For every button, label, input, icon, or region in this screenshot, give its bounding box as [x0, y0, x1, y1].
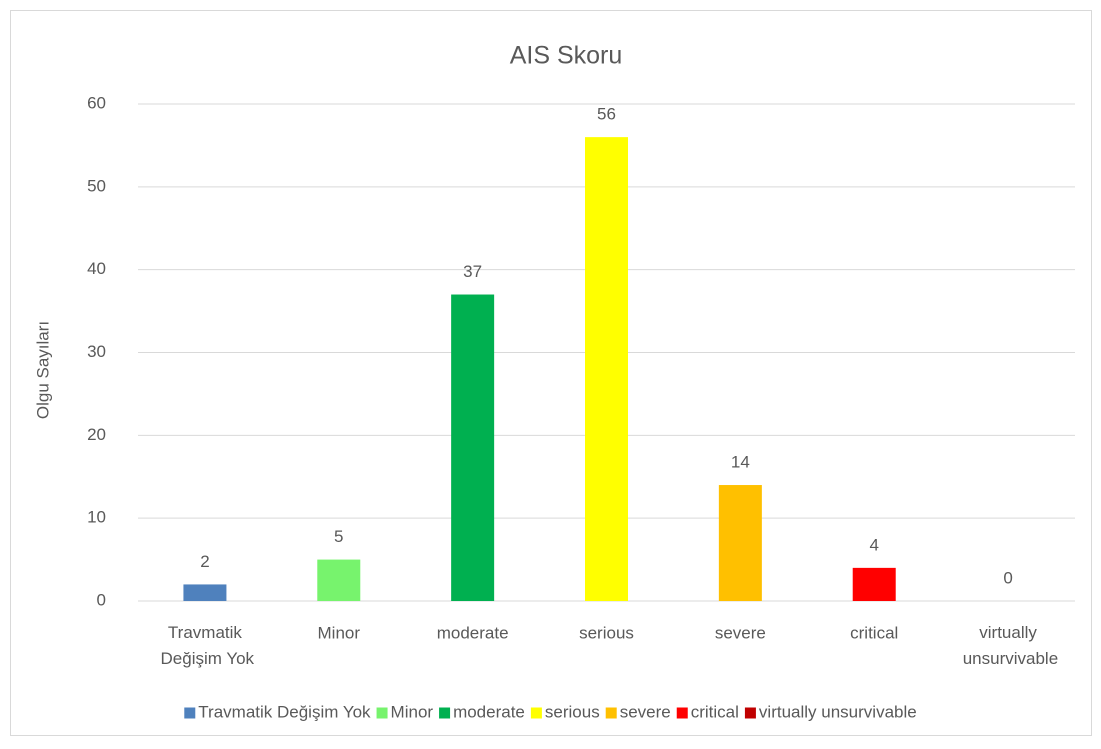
legend-swatch: [744, 707, 756, 719]
legend-swatch: [184, 707, 196, 719]
legend-swatch: [605, 707, 617, 719]
y-tick-label: 40: [87, 259, 106, 278]
x-tick-label: severe: [715, 623, 766, 642]
data-label: 37: [463, 262, 482, 281]
y-tick-label: 60: [87, 93, 106, 112]
legend-label: moderate: [453, 702, 525, 721]
legend-label: critical: [691, 702, 739, 721]
bar: [852, 567, 896, 601]
x-tick-label: moderate: [437, 623, 509, 642]
legend-label: Minor: [391, 702, 434, 721]
legend-swatch: [376, 707, 388, 719]
bar: [317, 559, 361, 601]
data-label: 14: [731, 453, 750, 472]
y-tick-label: 0: [97, 590, 106, 609]
x-tick-label: virtually unsurvivable: [958, 623, 1058, 668]
legend-swatch: [439, 707, 451, 719]
bar: [718, 485, 762, 601]
legend-swatch: [530, 707, 542, 719]
x-tick-label: Travmatik Değişim Yok: [156, 623, 255, 668]
bar: [451, 294, 495, 601]
data-label: 2: [200, 552, 209, 571]
legend-label: serious: [545, 702, 600, 721]
x-tick-label: Minor: [318, 623, 361, 642]
x-tick-label: serious: [579, 623, 634, 642]
legend: Travmatik Değişim Yok Minor moderate seriou…: [184, 702, 917, 721]
bar: [183, 584, 227, 601]
legend-label: virtually unsurvivable: [759, 702, 917, 721]
y-tick-label: 50: [87, 176, 106, 195]
y-axis-label: Olgu Sayıları: [33, 321, 52, 419]
x-tick-label: critical: [850, 623, 898, 642]
bar: [585, 137, 628, 601]
data-label: 0: [1003, 568, 1012, 587]
legend-label: Travmatik Değişim Yok: [198, 702, 371, 721]
legend-label: severe: [620, 702, 671, 721]
y-tick-label: 30: [87, 342, 106, 361]
data-label: 4: [869, 535, 878, 554]
chart-title: AIS Skoru: [510, 42, 623, 70]
legend-swatch: [676, 707, 688, 719]
y-tick-label: 20: [87, 425, 106, 444]
y-tick-label: 10: [87, 508, 106, 527]
data-label: 56: [597, 105, 616, 124]
data-label: 5: [334, 527, 343, 546]
chart-frame: [10, 10, 1092, 736]
